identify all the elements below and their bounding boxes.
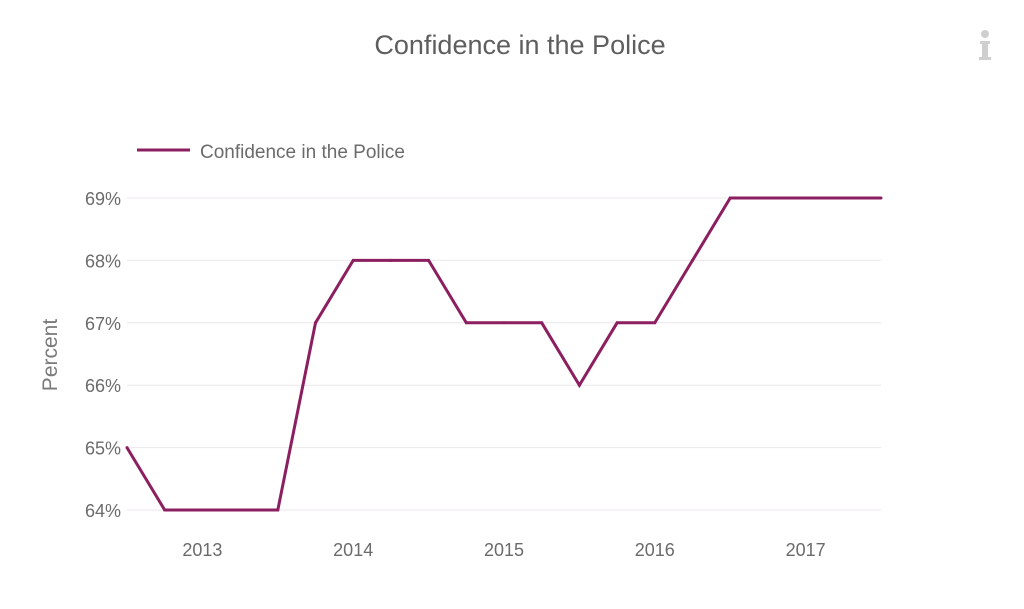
x-tick-label: 2013 [182,540,222,560]
data-point [427,258,431,262]
data-point [389,258,393,262]
data-point [200,508,204,512]
data-point [502,321,506,325]
data-point [804,196,808,200]
y-axis-ticks: 64% 65% 66% 67% 68% 69% [85,189,121,521]
y-axis-title: Percent [39,319,62,392]
x-tick-label: 2014 [333,540,373,560]
y-tick-label: 66% [85,376,121,396]
data-point [238,508,242,512]
data-point [615,321,619,325]
chart-title: Confidence in the Police [374,30,666,60]
y-tick-label: 68% [85,251,121,271]
data-point [728,196,732,200]
data-point [766,196,770,200]
data-point [540,321,544,325]
info-icon[interactable] [972,28,998,64]
x-tick-label: 2016 [635,540,675,560]
data-point [691,258,694,262]
data-point [276,508,280,512]
data-point [841,196,845,200]
data-point [577,383,581,387]
series-layer [125,196,883,512]
data-point [653,321,657,325]
data-point [314,321,317,325]
legend: Confidence in the Police [137,142,405,163]
grid-lines [127,197,881,511]
data-point [163,508,167,512]
data-point [351,258,355,262]
y-tick-label: 65% [85,439,121,459]
data-point [125,446,129,450]
data-point [879,196,883,200]
series-line [125,196,881,512]
y-tick-label: 69% [85,189,121,209]
x-tick-label: 2015 [484,540,524,560]
x-tick-label: 2017 [786,540,826,560]
legend-label: Confidence in the Police [200,142,405,163]
x-axis-ticks: 2013 2014 2015 2016 2017 [182,540,825,560]
data-point [464,321,468,325]
y-tick-label: 67% [85,314,121,334]
y-tick-label: 64% [85,501,121,521]
